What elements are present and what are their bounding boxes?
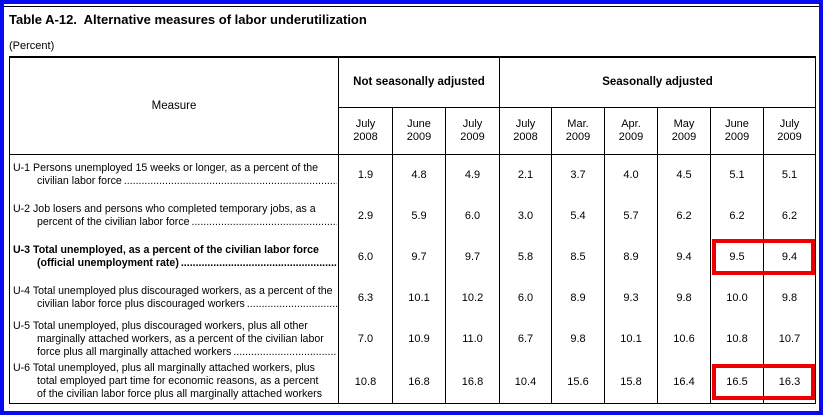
value-cell: 4.5 (657, 154, 711, 195)
value-cell: 6.0 (445, 195, 500, 236)
value-cell: 10.4 (499, 360, 552, 404)
value-cell: 5.1 (762, 154, 817, 195)
value-cell: 9.8 (551, 318, 605, 361)
value-cell: 6.3 (338, 277, 393, 318)
leader-dots: ........................................… (180, 256, 337, 269)
value-cell: 1.9 (338, 154, 393, 195)
value-cell: 10.0 (710, 277, 764, 318)
leader-dots: ........................................… (123, 174, 337, 187)
group-header-row: Measure Not seasonally adjusted Seasonal… (9, 56, 817, 155)
value-cell: 10.9 (392, 318, 446, 361)
value-cell: 10.1 (604, 318, 658, 361)
value-cell: 5.9 (392, 195, 446, 236)
column-header-9: July 2009 (762, 106, 817, 155)
value-cell: 6.0 (338, 236, 393, 277)
value-cell: 3.0 (499, 195, 552, 236)
column-header-2: June 2009 (392, 106, 446, 155)
value-cell: 5.1 (710, 154, 764, 195)
value-cell: 10.2 (445, 277, 500, 318)
value-cell: 6.2 (657, 195, 711, 236)
table-row: U-1 Persons unemployed 15 weeks or longe… (9, 154, 817, 195)
column-header-4: July 2008 (499, 106, 552, 155)
value-cell-highlighted: 9.4 (762, 236, 817, 277)
value-cell-highlighted: 16.3 (762, 360, 817, 404)
value-cell: 10.6 (657, 318, 711, 361)
value-cell: 6.2 (710, 195, 764, 236)
value-cell: 10.8 (338, 360, 393, 404)
value-cell: 4.0 (604, 154, 658, 195)
value-cell: 2.1 (499, 154, 552, 195)
value-cell: 5.7 (604, 195, 658, 236)
percent-note: (Percent) (9, 40, 55, 52)
value-cell: 16.8 (392, 360, 446, 404)
top-rule (4, 6, 819, 7)
value-cell: 5.4 (551, 195, 605, 236)
value-cell: 15.6 (551, 360, 605, 404)
value-cell: 4.9 (445, 154, 500, 195)
value-cell: 10.8 (710, 318, 764, 361)
table-row: U-3 Total unemployed, as a percent of th… (9, 236, 817, 277)
table-row: U-4 Total unemployed plus discouraged wo… (9, 277, 817, 318)
table-row: U-2 Job losers and persons who completed… (9, 195, 817, 236)
value-cell: 5.8 (499, 236, 552, 277)
value-cell: 8.9 (551, 277, 605, 318)
value-cell: 15.8 (604, 360, 658, 404)
labor-underutilization-table: Measure Not seasonally adjusted Seasonal… (9, 56, 817, 404)
value-cell: 9.8 (762, 277, 817, 318)
column-header-6: Apr. 2009 (604, 106, 658, 155)
measure-label: U-2 Job losers and persons who completed… (9, 195, 339, 236)
value-cell: 7.0 (338, 318, 393, 361)
month-header-row: July 2008 June 2009 July 2009 July 2008 Mar.… (10, 106, 817, 155)
value-cell: 6.2 (762, 195, 817, 236)
table-row: U-6 Total unemployed, plus all marginall… (9, 360, 817, 404)
value-cell: 16.8 (445, 360, 500, 404)
value-cell-highlighted: 16.5 (710, 360, 764, 404)
value-cell: 2.9 (338, 195, 393, 236)
value-cell: 9.3 (604, 277, 658, 318)
leader-dots: ........................................… (233, 345, 337, 358)
table-row: U-5 Total unemployed, plus discouraged w… (9, 318, 817, 361)
value-cell: 8.5 (551, 236, 605, 277)
column-header-1: July 2008 (338, 106, 393, 155)
column-header-5: Mar. 2009 (551, 106, 605, 155)
group-header-seasonally-adjusted: Seasonally adjusted (498, 56, 817, 108)
value-cell: 6.0 (499, 277, 552, 318)
value-cell: 9.8 (657, 277, 711, 318)
value-cell: 9.4 (657, 236, 711, 277)
value-cell: 16.4 (657, 360, 711, 404)
value-cell: 9.7 (392, 236, 446, 277)
value-cell: 6.7 (499, 318, 552, 361)
page-title: Table A-12. Alternative measures of labo… (9, 12, 367, 27)
measure-label: U-3 Total unemployed, as a percent of th… (9, 236, 339, 277)
value-cell: 8.9 (604, 236, 658, 277)
value-cell: 10.1 (392, 277, 446, 318)
measure-label: U-6 Total unemployed, plus all marginall… (9, 360, 339, 404)
measure-label: U-4 Total unemployed plus discouraged wo… (9, 277, 339, 318)
value-cell-highlighted: 9.5 (710, 236, 764, 277)
leader-dots: ........................................… (191, 215, 337, 228)
measure-label: U-5 Total unemployed, plus discouraged w… (9, 318, 339, 361)
column-header-3: July 2009 (445, 106, 500, 155)
value-cell: 10.7 (762, 318, 817, 361)
measure-column-header: Measure (9, 56, 339, 155)
value-cell: 9.7 (445, 236, 500, 277)
column-header-7: May 2009 (657, 106, 711, 155)
value-cell: 11.0 (445, 318, 500, 361)
measure-label: U-1 Persons unemployed 15 weeks or longe… (9, 154, 339, 195)
value-cell: 3.7 (551, 154, 605, 195)
group-header-not-seasonally-adjusted: Not seasonally adjusted (338, 56, 500, 108)
leader-dots: ........................................… (246, 297, 337, 310)
column-header-8: June 2009 (710, 106, 764, 155)
value-cell: 4.8 (392, 154, 446, 195)
